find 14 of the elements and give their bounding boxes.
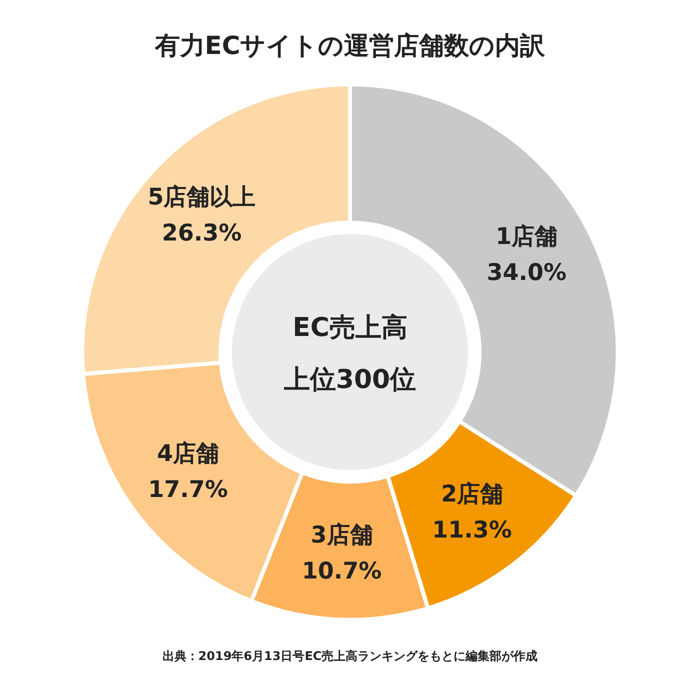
data-label: 17.7% [148, 477, 228, 504]
slice-label: 5店舗以上 [148, 183, 256, 210]
slice-label: 2店舗 [441, 480, 504, 508]
data-label: 10.7% [302, 558, 382, 585]
data-label: 34.0% [486, 260, 567, 286]
data-label: 26.3% [162, 220, 242, 246]
data-label: 11.3% [432, 518, 512, 544]
source-note: 出典：2019年6月13日号EC売上高ランキングをもとに編集部が作成 [162, 649, 538, 663]
slice-label: 4店舗 [157, 440, 220, 468]
slice-label: 1店舗 [496, 222, 558, 250]
slice-label: 3店舗 [310, 522, 373, 549]
text: 上位300位 [282, 365, 416, 395]
chart-title: 有力ECサイトの運営店舗数の内訳 [154, 31, 546, 60]
text: EC売上高 [292, 313, 408, 343]
